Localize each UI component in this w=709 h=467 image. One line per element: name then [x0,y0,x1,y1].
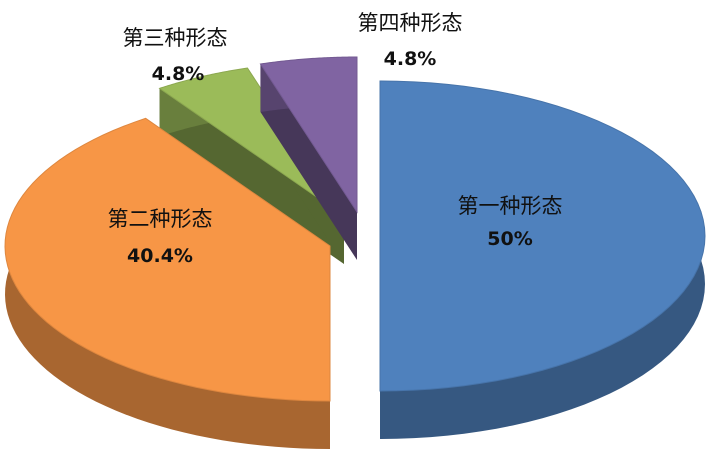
slice-value-2: 40.4% [127,245,193,267]
slice-top-face [4,117,331,402]
pie-slice-4 [259,56,358,260]
slice-top-face [158,67,345,217]
slice-label-1: 第一种形态 [458,194,563,218]
slice-value-3: 4.8% [152,63,205,85]
slice-side-face [5,118,330,449]
slice-label-4: 第四种形态 [358,11,463,35]
slice-top-face [379,80,706,392]
slice-top-face [259,56,358,214]
pie-slice-2 [4,117,331,449]
slice-value-1: 50% [487,228,532,250]
slice-cut-face [260,63,357,260]
slice-cut-face [159,88,344,264]
pie-slice-1 [379,80,706,439]
slice-label-2: 第二种形态 [108,207,213,231]
slice-label-3: 第三种形态 [123,26,228,50]
slice-value-4: 4.8% [384,48,437,70]
